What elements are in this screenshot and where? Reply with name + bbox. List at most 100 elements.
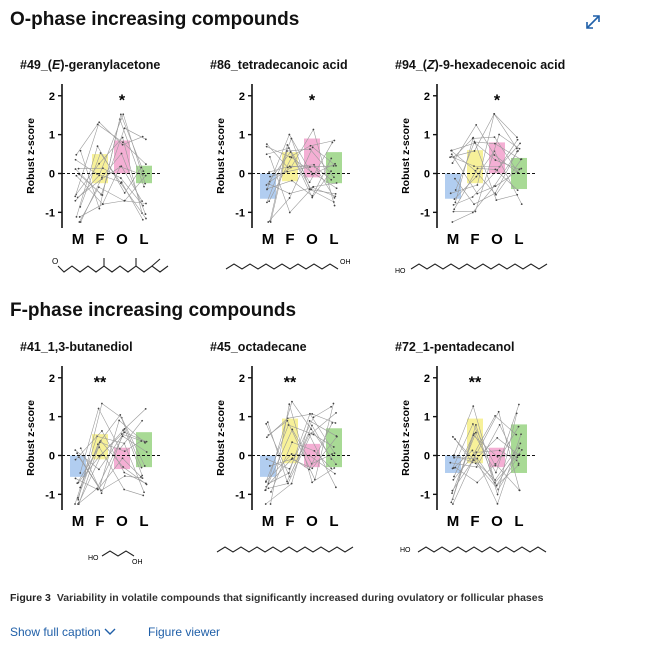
subject-point (309, 166, 311, 168)
subject-point (96, 487, 98, 490)
subject-point (140, 440, 143, 442)
subject-line (453, 415, 517, 480)
x-tick-label-m: M (262, 231, 275, 248)
subject-point (330, 157, 333, 160)
subject-line (453, 139, 518, 206)
subject-point (145, 440, 148, 443)
show-full-caption-link[interactable]: Show full caption (10, 625, 116, 639)
subject-point (100, 492, 103, 495)
chart-title: #49_(E)-geranylacetone (20, 58, 161, 72)
subject-line (75, 430, 146, 484)
subject-point (518, 447, 520, 450)
subject-point (475, 466, 478, 468)
subject-point (308, 433, 311, 436)
chart-title: #45_octadecane (210, 340, 307, 354)
subject-point (291, 400, 293, 403)
subject-line (451, 143, 521, 168)
subject-line (453, 405, 523, 484)
x-tick-label-f: F (285, 231, 294, 248)
subject-line (80, 152, 147, 219)
subject-point (119, 182, 122, 185)
subject-point (311, 481, 314, 484)
subject-point (141, 474, 144, 477)
subject-point (101, 402, 103, 405)
x-tick-label-o: O (116, 513, 128, 530)
figure-viewer-link[interactable]: Figure viewer (148, 625, 221, 639)
subject-line (450, 113, 518, 194)
subject-point (520, 448, 523, 451)
subject-line (75, 431, 147, 470)
subject-line (451, 413, 518, 503)
section-title-f-phase: F-phase increasing compounds (10, 300, 297, 321)
subject-point (520, 203, 523, 206)
subject-line (267, 146, 337, 223)
y-tick-label: 1 (49, 412, 55, 424)
subject-point (141, 477, 144, 480)
subject-line (265, 423, 332, 478)
subject-line (76, 446, 144, 496)
subject-point (288, 192, 291, 195)
subject-point (121, 457, 124, 460)
y-tick-label: 0 (239, 168, 245, 180)
y-tick-label: 2 (239, 91, 245, 103)
subject-point (290, 156, 293, 159)
subject-point (494, 168, 497, 171)
y-tick-label: 1 (424, 130, 430, 142)
subject-point (144, 138, 147, 141)
subject-point (515, 412, 518, 415)
subject-point (516, 136, 518, 139)
subject-point (98, 121, 101, 124)
y-tick-label: -1 (45, 207, 55, 219)
subject-point (519, 442, 522, 445)
subject-point (451, 162, 454, 164)
x-tick-label-o: O (491, 513, 503, 530)
subject-line (450, 113, 518, 158)
subject-point (309, 412, 311, 415)
subject-point (495, 484, 498, 487)
bar-l (136, 165, 152, 184)
subject-point (516, 189, 519, 192)
subject-point (517, 425, 520, 428)
subject-point (286, 150, 288, 152)
subject-point (268, 465, 271, 467)
subject-point (266, 201, 268, 204)
subject-point (123, 427, 126, 430)
subject-point (496, 455, 499, 458)
subject-point (475, 424, 477, 426)
subject-point (98, 468, 100, 471)
subject-point (308, 188, 311, 191)
subject-point (331, 453, 333, 455)
subject-point (333, 452, 336, 455)
octadecane-structure (216, 546, 354, 553)
subject-point (123, 475, 126, 477)
subject-line (77, 165, 143, 202)
hydroxyl-label: OH (340, 259, 351, 266)
subject-point (473, 165, 475, 168)
subject-point (308, 468, 310, 471)
subject-point (79, 205, 82, 208)
subject-point (291, 441, 293, 444)
subject-point (474, 142, 476, 144)
y-tick-label: 2 (424, 91, 430, 103)
y-tick-label: 2 (49, 373, 55, 385)
subject-line (78, 408, 146, 503)
subject-line (75, 457, 142, 490)
subject-point (518, 489, 521, 492)
significance-marker: ** (94, 374, 107, 391)
subject-point (269, 221, 272, 223)
subject-point (79, 486, 82, 489)
subject-point (77, 497, 79, 499)
subject-point (453, 208, 456, 211)
subject-point (452, 478, 455, 481)
subject-point (100, 454, 102, 457)
bar-m (260, 173, 276, 199)
subject-point (267, 487, 270, 490)
subject-point (517, 150, 519, 152)
hydroxyl-label: HO (88, 555, 99, 562)
expand-arrows-icon[interactable] (583, 12, 603, 32)
subject-point (333, 176, 335, 179)
subject-point (308, 419, 311, 422)
subject-point (291, 428, 294, 431)
subject-line (452, 150, 519, 223)
subject-point (74, 449, 77, 452)
